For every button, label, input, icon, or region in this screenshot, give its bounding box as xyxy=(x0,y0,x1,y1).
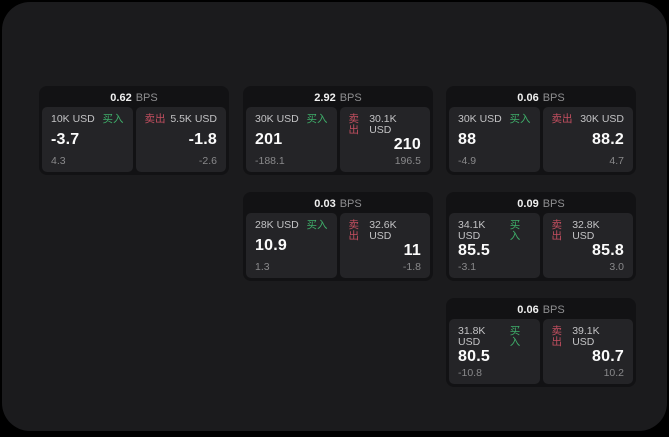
buy-price: -3.7 xyxy=(51,131,80,148)
buy-price: 80.5 xyxy=(458,348,490,366)
sell-quote-panel[interactable]: 卖出 30.1K USD 210 196.5 xyxy=(339,107,430,172)
buy-quote-panel[interactable]: 30K USD 买入 88 -4.9 xyxy=(449,107,540,172)
buy-price: 10.9 xyxy=(255,237,287,254)
buy-amount: 31.8K USD xyxy=(458,325,486,348)
buy-sub-value: -3.1 xyxy=(458,260,477,273)
sell-sub-value: -1.8 xyxy=(402,260,421,273)
sell-amount: 39.1K USD xyxy=(572,325,600,348)
quote-card: 0.09 BPS 34.1K USD 买入 85.5 -3.1 卖出 32.8K… xyxy=(446,192,636,281)
bps-header: 0.62 BPS xyxy=(42,89,226,107)
buy-sub-value: 4.3 xyxy=(51,154,66,167)
buy-quote-panel[interactable]: 31.8K USD 买入 80.5 -10.8 xyxy=(449,319,540,384)
sell-sub-value: 196.5 xyxy=(394,154,421,167)
bps-header: 2.92 BPS xyxy=(246,89,430,107)
sell-quote-panel[interactable]: 卖出 32.8K USD 85.8 3.0 xyxy=(542,213,633,278)
sell-price: 210 xyxy=(393,136,421,154)
bps-unit-label: BPS xyxy=(135,91,158,104)
buy-amount: 10K USD xyxy=(51,113,95,125)
buy-quote-panel[interactable]: 10K USD 买入 -3.7 4.3 xyxy=(42,107,133,172)
buy-tag: 买入 xyxy=(306,219,328,231)
bps-unit-label: BPS xyxy=(339,91,362,104)
buy-price: 85.5 xyxy=(458,242,490,260)
buy-amount: 30K USD xyxy=(255,113,299,125)
sell-price: -1.8 xyxy=(188,131,217,148)
buy-price: 88 xyxy=(458,131,477,148)
sell-price: 11 xyxy=(403,242,421,260)
sell-tag: 卖出 xyxy=(551,325,563,348)
app-surface: 0.62 BPS 10K USD 买入 -3.7 4.3 卖出 5.5K USD… xyxy=(2,2,667,431)
bps-unit-label: BPS xyxy=(339,197,362,210)
bps-value: 0.09 xyxy=(517,197,539,210)
quote-card: 0.62 BPS 10K USD 买入 -3.7 4.3 卖出 5.5K USD… xyxy=(39,86,229,175)
sell-tag: 卖出 xyxy=(551,219,563,242)
bps-value: 0.03 xyxy=(314,197,336,210)
buy-sub-value: 1.3 xyxy=(255,260,270,273)
bps-value: 2.92 xyxy=(314,91,336,104)
sell-quote-panel[interactable]: 卖出 32.6K USD 11 -1.8 xyxy=(339,213,430,278)
buy-tag: 买入 xyxy=(509,325,521,348)
buy-amount: 34.1K USD xyxy=(458,219,486,242)
bps-header: 0.06 BPS xyxy=(449,89,633,107)
sell-tag: 卖出 xyxy=(144,113,166,125)
buy-tag: 买入 xyxy=(509,219,521,242)
bps-header: 0.09 BPS xyxy=(449,195,633,213)
sell-tag: 卖出 xyxy=(348,219,360,242)
sell-price: 80.7 xyxy=(592,348,624,366)
buy-sub-value: -188.1 xyxy=(255,154,285,167)
sell-quote-panel[interactable]: 卖出 39.1K USD 80.7 10.2 xyxy=(542,319,633,384)
buy-sub-value: -10.8 xyxy=(458,366,482,379)
sell-price: 88.2 xyxy=(592,131,624,148)
sell-amount: 32.8K USD xyxy=(572,219,600,242)
sell-tag: 卖出 xyxy=(551,113,573,125)
sell-sub-value: 10.2 xyxy=(603,366,624,379)
sell-sub-value: 4.7 xyxy=(609,154,624,167)
buy-quote-panel[interactable]: 34.1K USD 买入 85.5 -3.1 xyxy=(449,213,540,278)
sell-price: 85.8 xyxy=(592,242,624,260)
sell-quote-panel[interactable]: 卖出 5.5K USD -1.8 -2.6 xyxy=(135,107,226,172)
quote-card: 2.92 BPS 30K USD 买入 201 -188.1 卖出 30.1K … xyxy=(243,86,433,175)
quote-card: 0.06 BPS 30K USD 买入 88 -4.9 卖出 30K USD 8… xyxy=(446,86,636,175)
sell-amount: 30.1K USD xyxy=(369,113,397,136)
sell-amount: 32.6K USD xyxy=(369,219,397,242)
buy-sub-value: -4.9 xyxy=(458,154,477,167)
bps-header: 0.03 BPS xyxy=(246,195,430,213)
bps-unit-label: BPS xyxy=(542,197,565,210)
bps-value: 0.06 xyxy=(517,303,539,316)
bps-value: 0.62 xyxy=(110,91,132,104)
bps-header: 0.06 BPS xyxy=(449,301,633,319)
sell-amount: 5.5K USD xyxy=(170,113,217,125)
buy-price: 201 xyxy=(255,131,283,148)
buy-quote-panel[interactable]: 28K USD 买入 10.9 1.3 xyxy=(246,213,337,278)
buy-quote-panel[interactable]: 30K USD 买入 201 -188.1 xyxy=(246,107,337,172)
quote-card: 0.06 BPS 31.8K USD 买入 80.5 -10.8 卖出 39.1… xyxy=(446,298,636,387)
buy-amount: 28K USD xyxy=(255,219,299,231)
sell-quote-panel[interactable]: 卖出 30K USD 88.2 4.7 xyxy=(542,107,633,172)
sell-tag: 卖出 xyxy=(348,113,360,136)
buy-amount: 30K USD xyxy=(458,113,502,125)
sell-amount: 30K USD xyxy=(580,113,624,125)
bps-unit-label: BPS xyxy=(542,91,565,104)
sell-sub-value: 3.0 xyxy=(609,260,624,273)
buy-tag: 买入 xyxy=(102,113,124,125)
bps-value: 0.06 xyxy=(517,91,539,104)
buy-tag: 买入 xyxy=(306,113,328,125)
sell-sub-value: -2.6 xyxy=(198,154,217,167)
bps-unit-label: BPS xyxy=(542,303,565,316)
quote-card: 0.03 BPS 28K USD 买入 10.9 1.3 卖出 32.6K US… xyxy=(243,192,433,281)
buy-tag: 买入 xyxy=(509,113,531,125)
